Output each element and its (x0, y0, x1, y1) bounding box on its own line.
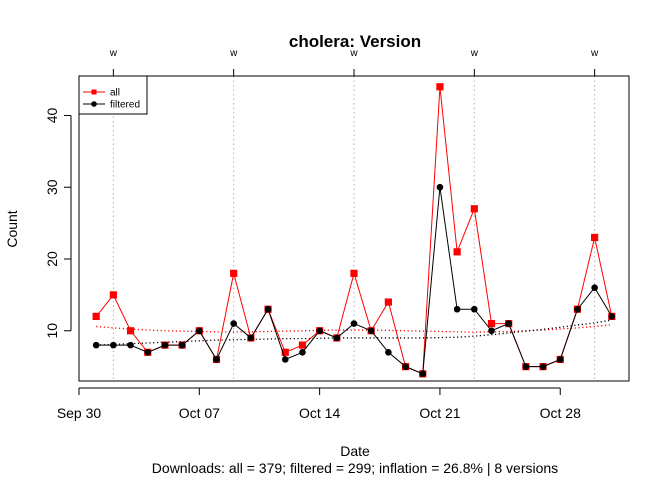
data-point-filtered (213, 356, 220, 363)
data-point-filtered (333, 334, 341, 342)
data-point-all (230, 269, 238, 277)
data-point-all (591, 233, 599, 242)
y-tick-label: 40 (44, 107, 60, 123)
data-point-filtered (299, 348, 306, 356)
data-point-all (350, 269, 358, 277)
data-point-filtered (505, 320, 512, 327)
data-point-filtered (385, 348, 392, 356)
version-label: w (229, 48, 238, 59)
data-point-filtered (556, 356, 564, 363)
x-tick-label: Oct 07 (179, 405, 220, 421)
data-point-all (298, 341, 307, 349)
version-label: w (590, 48, 599, 59)
data-point-filtered (110, 341, 117, 349)
y-tick-label: 10 (44, 323, 60, 339)
legend-box (78, 75, 148, 115)
data-point-filtered (436, 183, 444, 191)
data-point-filtered (350, 320, 358, 327)
legend-filtered-marker (91, 101, 97, 107)
data-point-filtered (144, 348, 152, 356)
version-label: w (349, 48, 358, 59)
axes: Sep 30 Oct 07 Oct 14 Oct 21 Oct 28 10 20 30 40 (44, 107, 581, 421)
x-tick-label: Oct 21 (419, 405, 460, 421)
plot-area-border (78, 75, 630, 382)
data-point-filtered (281, 356, 289, 363)
data-point-filtered (230, 320, 237, 327)
x-tick-label: Sep 30 (57, 405, 102, 421)
x-tick-label: Oct 28 (540, 405, 581, 421)
data-point-all (126, 327, 135, 335)
data-point-filtered (367, 327, 375, 335)
legend-filtered-label: filtered (110, 100, 140, 111)
data-point-all (453, 248, 461, 256)
data-point-filtered (247, 334, 255, 342)
legend-all-marker (91, 89, 97, 95)
data-point-filtered (419, 370, 427, 378)
data-point-filtered (402, 363, 409, 370)
data-point-all (281, 348, 289, 356)
data-point-filtered (316, 327, 323, 335)
version-label: w (109, 48, 118, 59)
data-point-filtered (608, 313, 616, 320)
data-point-filtered (92, 341, 100, 349)
trend-lines (96, 319, 612, 346)
data-point-filtered (539, 363, 547, 370)
data-point-all (384, 298, 392, 306)
data-point-filtered (196, 327, 203, 335)
downloads-summary: Downloads: all = 379; filtered = 299; in… (152, 460, 558, 476)
data-point-filtered (161, 341, 169, 349)
x-tick-label: Oct 14 (299, 405, 340, 421)
data-point-all (436, 83, 444, 91)
data-point-filtered (471, 305, 478, 313)
data-point-filtered (591, 284, 598, 292)
data-point-all (109, 291, 117, 299)
series-layer (92, 83, 616, 378)
chart-title: cholera: Version (289, 32, 421, 51)
version-label: w (470, 48, 479, 59)
x-axis-label: Date (340, 443, 370, 459)
data-point-filtered (574, 305, 581, 313)
data-point-all (470, 205, 478, 213)
y-tick-label: 30 (44, 179, 60, 195)
legend: all filtered (78, 75, 148, 115)
series-line-filtered (96, 187, 613, 375)
data-point-all (92, 312, 100, 321)
y-axis-label: Count (4, 210, 20, 247)
legend-all-label: all (110, 88, 120, 99)
y-tick-label: 20 (44, 251, 60, 267)
data-point-filtered (264, 305, 272, 313)
data-point-all (487, 319, 496, 328)
data-point-filtered (127, 341, 134, 349)
data-point-filtered (453, 305, 461, 313)
data-point-filtered (178, 341, 186, 349)
data-point-filtered (522, 363, 530, 370)
trend-line-filtered (96, 319, 612, 346)
data-point-filtered (488, 327, 495, 335)
